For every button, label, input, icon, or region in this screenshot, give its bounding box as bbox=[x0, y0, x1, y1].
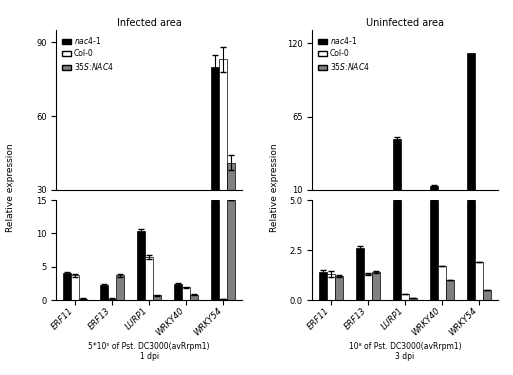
Bar bbox=[108, 298, 116, 300]
Legend: $nac4$-$1$, Col-0, $35S$:$NAC4$: $nac4$-$1$, Col-0, $35S$:$NAC4$ bbox=[316, 34, 371, 74]
Bar bbox=[430, 186, 438, 190]
Bar bbox=[319, 272, 327, 300]
Bar bbox=[356, 248, 364, 300]
Bar bbox=[63, 273, 71, 300]
Text: Relative expression: Relative expression bbox=[270, 143, 279, 232]
Bar bbox=[137, 231, 145, 300]
Bar bbox=[211, 67, 219, 190]
Bar bbox=[145, 257, 153, 300]
Bar bbox=[409, 298, 417, 300]
Bar bbox=[392, 139, 401, 190]
Bar bbox=[467, 200, 475, 300]
Bar bbox=[392, 200, 401, 300]
X-axis label: 5*10⁵ of Pst. DC3000(avRrpm1)
1 dpi: 5*10⁵ of Pst. DC3000(avRrpm1) 1 dpi bbox=[88, 342, 210, 361]
Bar bbox=[219, 60, 227, 190]
Bar bbox=[430, 200, 438, 300]
Bar bbox=[372, 272, 380, 300]
Text: Relative expression: Relative expression bbox=[6, 143, 15, 232]
Bar bbox=[227, 200, 235, 300]
Bar bbox=[446, 280, 454, 300]
Bar bbox=[467, 53, 475, 190]
Bar bbox=[219, 298, 227, 300]
Bar bbox=[79, 298, 87, 300]
Legend: $nac4$-$1$, Col-0, $35S$:$NAC4$: $nac4$-$1$, Col-0, $35S$:$NAC4$ bbox=[60, 34, 115, 74]
Bar bbox=[211, 200, 219, 300]
Bar bbox=[153, 296, 162, 300]
Bar bbox=[190, 295, 199, 300]
Title: Infected area: Infected area bbox=[117, 18, 182, 28]
X-axis label: 10⁸ of Pst. DC3000(avRrpm1)
3 dpi: 10⁸ of Pst. DC3000(avRrpm1) 3 dpi bbox=[349, 342, 461, 361]
Bar bbox=[182, 287, 190, 300]
Bar bbox=[475, 262, 483, 300]
Bar bbox=[335, 276, 343, 300]
Bar bbox=[100, 285, 108, 300]
Bar bbox=[71, 275, 79, 300]
Bar bbox=[116, 275, 124, 300]
Title: Uninfected area: Uninfected area bbox=[366, 18, 444, 28]
Bar bbox=[227, 163, 235, 190]
Bar bbox=[327, 274, 335, 300]
Bar bbox=[401, 294, 409, 300]
Bar bbox=[438, 266, 446, 300]
Bar bbox=[364, 274, 372, 300]
Bar bbox=[174, 284, 182, 300]
Bar bbox=[483, 290, 491, 300]
